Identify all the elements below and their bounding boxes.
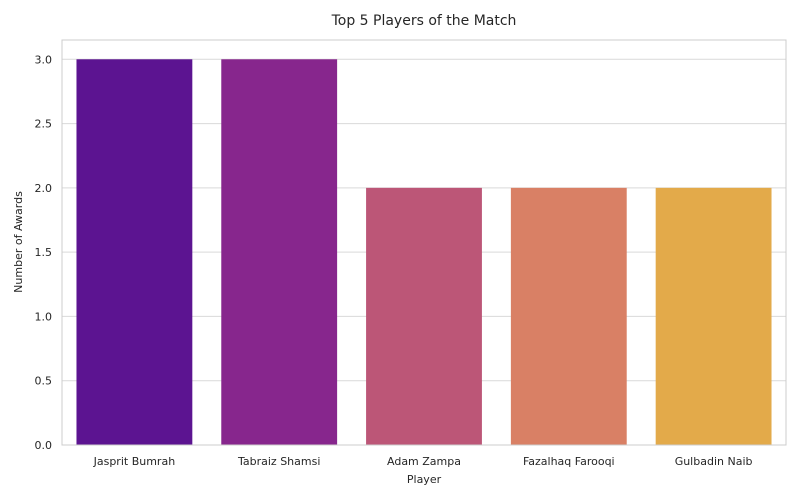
x-tick-labels: Jasprit Bumrah Tabraiz Shamsi Adam Zampa Fa… (93, 455, 753, 468)
bar-layer (76, 59, 772, 446)
y-tick-label: 0.0 (35, 439, 53, 452)
bar (510, 187, 627, 445)
y-tick-label: 1.5 (35, 246, 53, 259)
bar (366, 187, 482, 445)
plot-frame (61, 39, 787, 446)
y-tick-labels: 0.0 0.5 1.0 1.5 2.0 2.5 3.0 (35, 53, 53, 452)
bar (655, 187, 772, 445)
x-tick-label: Jasprit Bumrah (93, 455, 176, 468)
x-axis-label: Player (407, 473, 442, 486)
y-tick-label: 3.0 (35, 53, 53, 66)
y-tick-label: 0.5 (35, 375, 53, 388)
x-tick-label: Adam Zampa (387, 455, 461, 468)
bar (76, 59, 193, 446)
y-tick-label: 2.5 (35, 118, 53, 131)
x-tick-label: Fazalhaq Farooqi (523, 455, 615, 468)
y-axis-label: Number of Awards (12, 191, 25, 293)
y-tick-label: 1.0 (35, 310, 53, 323)
x-tick-label: Tabraiz Shamsi (237, 455, 320, 468)
bar (221, 59, 338, 446)
y-tick-label: 2.0 (35, 182, 53, 195)
chart-title: Top 5 Players of the Match (331, 13, 517, 29)
x-tick-label: Gulbadin Naib (675, 455, 753, 468)
